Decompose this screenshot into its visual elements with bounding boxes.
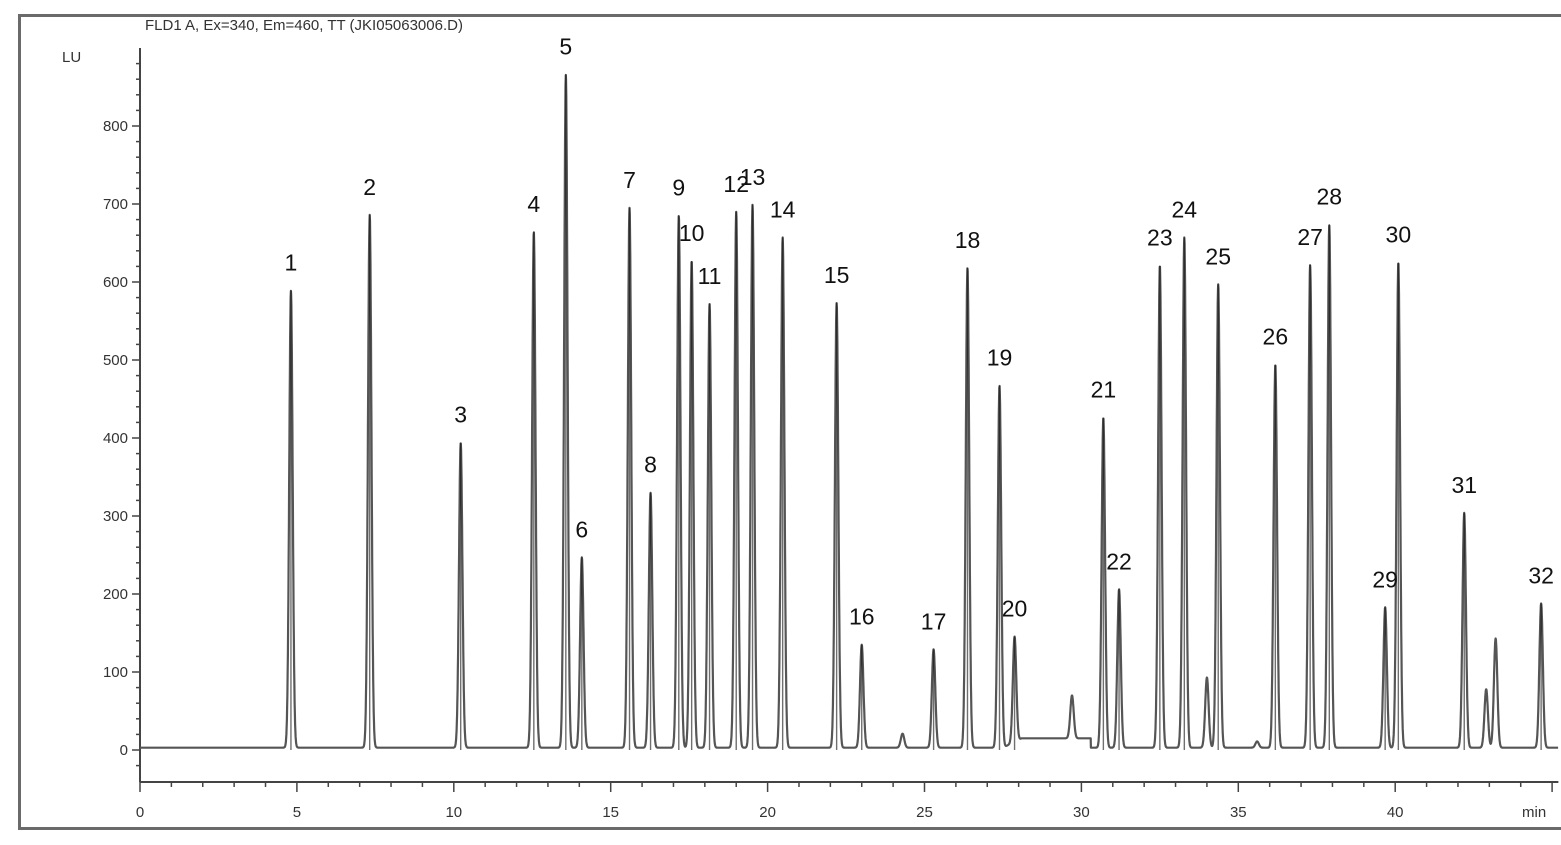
peak-label: 30	[1386, 222, 1412, 248]
chart-title: FLD1 A, Ex=340, Em=460, TT (JKI05063006.…	[145, 17, 463, 34]
peak-label: 9	[672, 175, 685, 201]
chart-frame	[18, 14, 1561, 830]
y-tick-label: 500	[103, 352, 128, 369]
y-tick-label: 300	[103, 508, 128, 525]
peak-label: 10	[679, 220, 705, 246]
peak-label: 32	[1528, 562, 1554, 588]
peak-label: 28	[1317, 183, 1343, 209]
peak-label: 24	[1172, 197, 1198, 223]
x-axis-label: min	[1522, 804, 1546, 821]
peak-label: 21	[1091, 377, 1117, 403]
peak-label: 12	[723, 171, 749, 197]
y-tick-label: 600	[103, 274, 128, 291]
peak-label: 15	[824, 262, 850, 288]
x-tick-label: 25	[916, 804, 933, 821]
x-tick-label: 5	[293, 804, 301, 821]
peak-label: 26	[1263, 324, 1289, 350]
peak-label: 1	[285, 250, 298, 276]
x-tick-label: 15	[602, 804, 619, 821]
x-tick-label: 10	[445, 804, 462, 821]
x-tick-label: 30	[1073, 804, 1090, 821]
peak-label: 27	[1297, 224, 1323, 250]
x-tick-label: 0	[136, 804, 144, 821]
peak-label: 16	[849, 604, 875, 630]
x-tick-label: 40	[1387, 804, 1404, 821]
peak-label: 17	[921, 608, 947, 634]
y-tick-label: 0	[120, 742, 128, 759]
x-tick-label: 20	[759, 804, 776, 821]
peak-label: 20	[1002, 596, 1028, 622]
peak-label: 6	[575, 516, 588, 542]
y-tick-label: 700	[103, 196, 128, 213]
peak-label: 13	[740, 164, 766, 190]
chromatogram-trace	[139, 73, 1560, 749]
peak-label: 4	[527, 191, 540, 217]
peak-label: 14	[770, 197, 796, 223]
peak-label: 2	[363, 174, 376, 200]
peak-label: 22	[1106, 548, 1132, 574]
x-tick-label: 35	[1230, 804, 1247, 821]
peak-label: 25	[1205, 243, 1231, 269]
peak-label: 7	[623, 167, 636, 193]
peak-label: 18	[955, 227, 981, 253]
y-tick-label: 200	[103, 586, 128, 603]
y-tick-label: 400	[103, 430, 128, 447]
peak-label: 5	[559, 34, 572, 60]
peak-label: 3	[454, 402, 467, 428]
peak-label: 19	[987, 345, 1013, 371]
peak-label: 8	[644, 452, 657, 478]
y-tick-label: 100	[103, 664, 128, 681]
y-tick-label: 800	[103, 118, 128, 135]
peak-label: 29	[1372, 566, 1398, 592]
peak-label: 31	[1451, 472, 1477, 498]
peak-label: 11	[698, 263, 722, 289]
peak-label: 23	[1147, 225, 1173, 251]
y-axis-label: LU	[62, 49, 81, 66]
